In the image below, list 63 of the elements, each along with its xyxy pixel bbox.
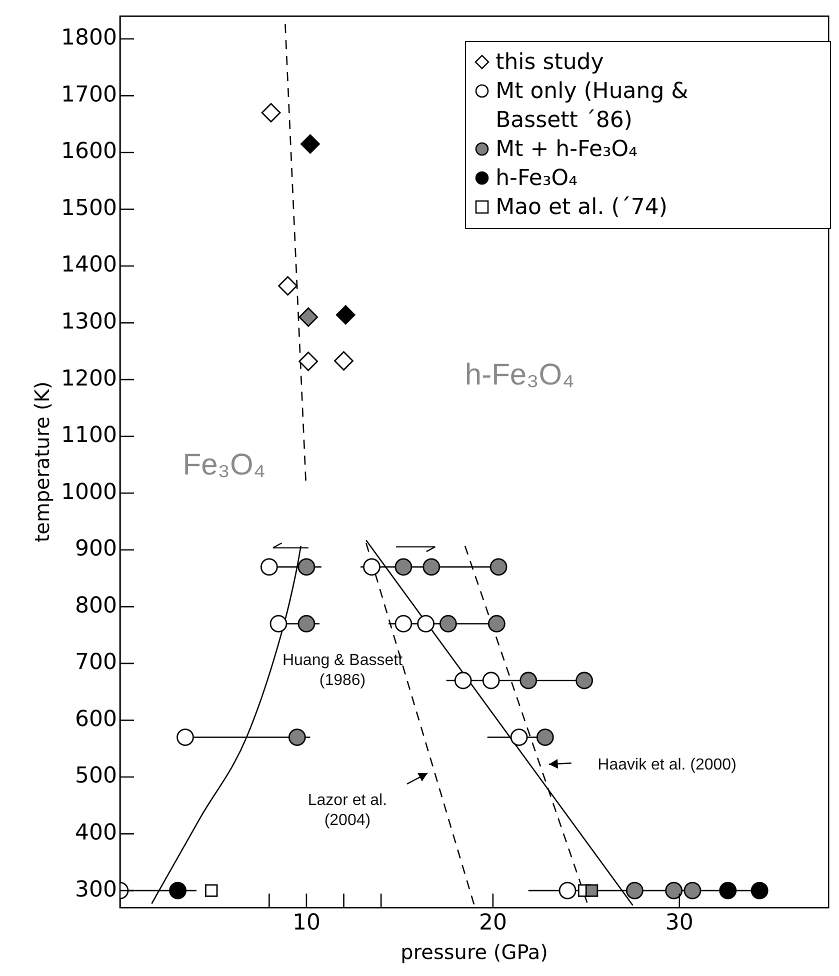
y-axis-title: temperature (K)	[30, 382, 54, 542]
point	[260, 558, 278, 576]
point	[176, 728, 194, 746]
y-tick-label: 600	[74, 706, 117, 732]
annotation: Haavik et al. (2000)	[598, 756, 736, 774]
point	[278, 276, 298, 296]
point	[261, 103, 281, 122]
y-tick-label: 1600	[60, 139, 117, 164]
y-tick-label: 1400	[60, 252, 117, 278]
annotation: h-Fe₃O₄	[464, 358, 574, 392]
legend-label: Mao et al. (´74)	[496, 194, 668, 222]
annotation: Huang & Bassett (1986)	[282, 652, 404, 689]
y-tick-label: 1500	[60, 196, 117, 221]
point	[417, 615, 435, 632]
point	[422, 558, 440, 576]
point	[298, 615, 316, 632]
y-tick-label: 1000	[60, 480, 117, 505]
point	[298, 558, 316, 576]
point	[750, 882, 768, 900]
x-tick-label: 30	[665, 910, 694, 936]
point	[719, 882, 737, 900]
y-tick-label: 1100	[60, 423, 117, 448]
point	[439, 615, 457, 632]
point	[510, 728, 528, 746]
point	[558, 882, 576, 900]
x-tick-label: 20	[478, 910, 507, 936]
point	[454, 672, 472, 690]
point	[288, 728, 306, 746]
point	[536, 728, 554, 746]
point	[394, 558, 412, 576]
y-tick-label: 900	[74, 536, 117, 562]
x-tick-label: 10	[292, 910, 320, 936]
point	[169, 882, 186, 900]
legend-label: h-Fe₃O₄	[496, 165, 578, 194]
point	[490, 558, 508, 576]
point	[665, 882, 683, 900]
y-tick-label: 800	[74, 593, 117, 618]
y-tick-label: 1200	[60, 366, 117, 392]
point	[488, 615, 506, 632]
x-axis-title: pressure (GPa)	[400, 940, 548, 964]
legend-label: Mt only (Huang & Bassett ´86)	[496, 78, 690, 136]
point	[205, 884, 218, 897]
y-tick-label: 400	[74, 820, 117, 846]
y-tick-label: 1800	[60, 26, 117, 51]
point	[394, 615, 412, 632]
point	[298, 352, 318, 372]
annotation: Lazor et al. (2004)	[308, 792, 388, 829]
y-tick-label: 1300	[60, 310, 117, 335]
point	[520, 672, 538, 690]
y-tick-label: 1700	[60, 82, 117, 108]
legend-label: Mt + h-Fe₃O₄	[496, 136, 638, 164]
point	[334, 351, 354, 371]
point	[684, 882, 702, 900]
point	[270, 615, 288, 632]
point	[482, 672, 500, 690]
point	[363, 558, 380, 576]
point	[576, 672, 594, 690]
point	[626, 882, 644, 900]
y-tick-label: 700	[74, 650, 117, 676]
legend-label: this study	[496, 49, 604, 78]
annotation: Fe₃O₄	[182, 448, 266, 482]
y-tick-label: 500	[74, 764, 117, 789]
y-tick-label: 300	[74, 877, 117, 902]
